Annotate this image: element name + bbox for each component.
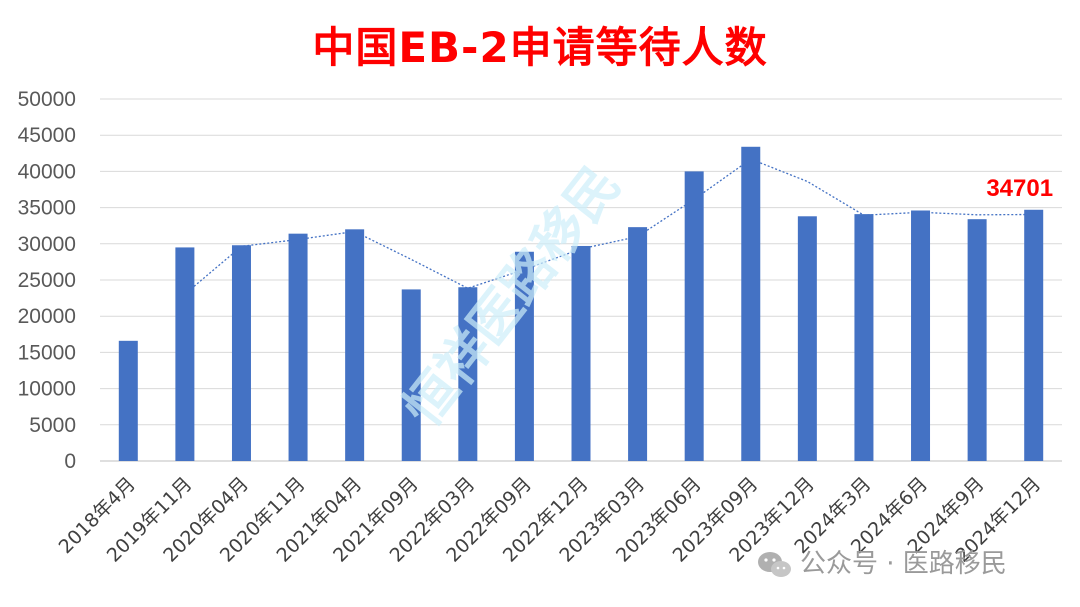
y-tick-label: 5000 bbox=[29, 414, 76, 437]
y-tick-label: 35000 bbox=[18, 197, 76, 220]
wechat-icon bbox=[758, 552, 791, 577]
bar bbox=[401, 289, 421, 461]
y-tick-label: 40000 bbox=[18, 160, 76, 183]
data-label: 34701 bbox=[986, 175, 1053, 202]
bar bbox=[967, 219, 987, 461]
y-tick-label: 50000 bbox=[18, 88, 76, 111]
bars bbox=[118, 146, 1044, 461]
bar bbox=[175, 247, 195, 461]
y-tick-label: 45000 bbox=[18, 124, 76, 147]
bar bbox=[911, 210, 931, 461]
y-axis-ticks: 0 5000 10000 15000 20000 25000 30000 35000 40000… bbox=[18, 88, 76, 473]
y-tick-label: 30000 bbox=[18, 233, 76, 256]
y-tick-label: 20000 bbox=[18, 305, 76, 328]
watermark-diagonal-text: 恒祥医路移民 bbox=[393, 155, 632, 438]
trendline bbox=[184, 158, 1034, 295]
bar bbox=[684, 171, 704, 461]
bar bbox=[288, 233, 308, 461]
bar bbox=[514, 251, 534, 461]
bar bbox=[231, 245, 251, 461]
y-tick-label: 10000 bbox=[18, 378, 76, 401]
bar bbox=[854, 214, 874, 461]
annotations: 34701 bbox=[986, 175, 1053, 202]
bar bbox=[118, 340, 138, 461]
trendline-layer bbox=[184, 158, 1034, 295]
bar bbox=[1024, 209, 1044, 461]
y-tick-label: 25000 bbox=[18, 269, 76, 292]
bar bbox=[797, 216, 817, 461]
bar bbox=[741, 146, 761, 461]
bar bbox=[458, 287, 478, 461]
y-tick-label: 0 bbox=[64, 450, 76, 473]
bar bbox=[345, 229, 365, 461]
chart-title: 中国EB-2申请等待人数 bbox=[312, 23, 768, 72]
bar bbox=[628, 227, 648, 461]
watermark-badge-text: 公众号 · 医路移民 bbox=[800, 549, 1007, 579]
y-tick-label: 15000 bbox=[18, 341, 76, 364]
bar bbox=[571, 245, 591, 461]
